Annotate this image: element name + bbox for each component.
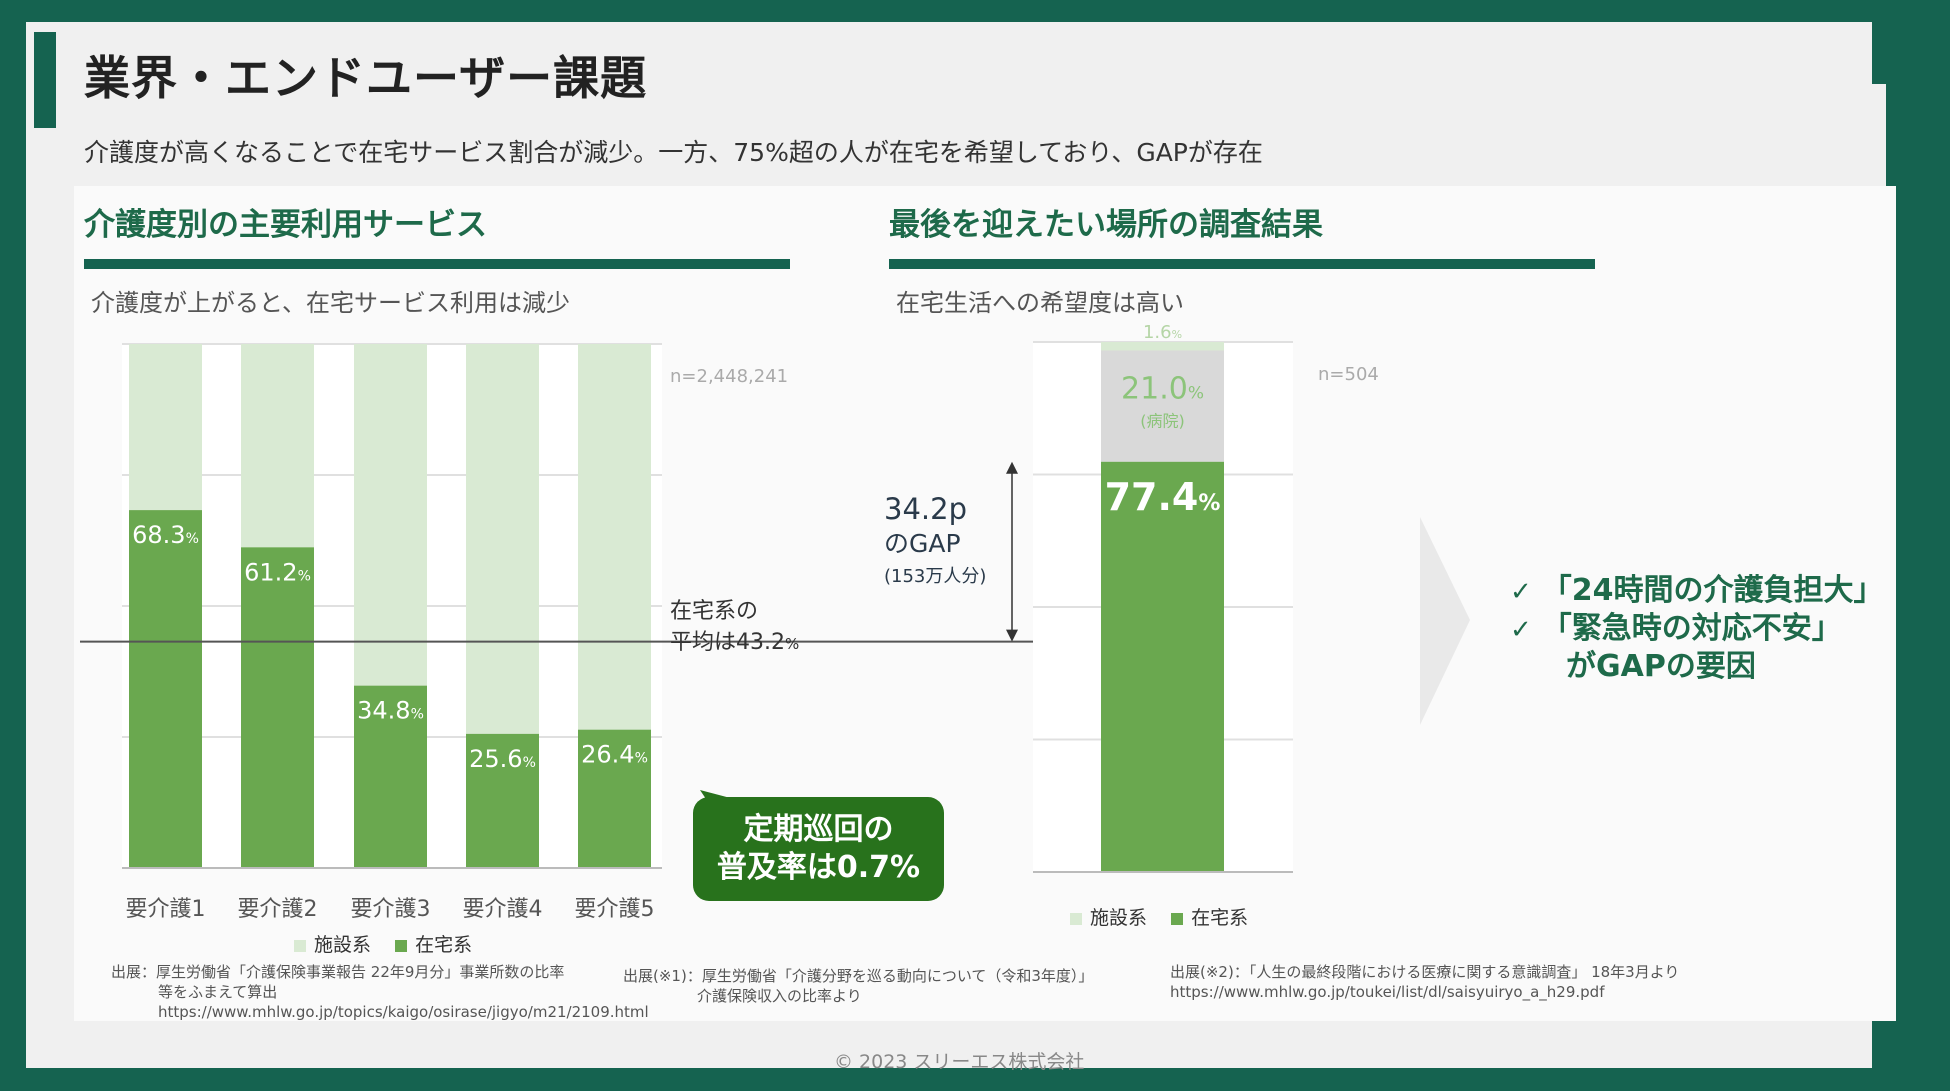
- category-label-1: 要介護1: [126, 897, 206, 922]
- bar-facility-5: [578, 344, 651, 730]
- legend-home: 在宅系: [395, 934, 472, 956]
- category-label-3: 要介護3: [351, 897, 431, 922]
- category-label-4: 要介護4: [463, 897, 543, 922]
- title-accent-bar: [34, 32, 56, 128]
- bar-right-hospital-label: 21.0%: [1121, 371, 1204, 406]
- bar-home-2: [241, 547, 314, 868]
- source-1-line-1: 厚生労働省「介護保険事業報告 22年9月分」事業所数の比率: [156, 963, 565, 981]
- average-line-label-1: 在宅系の: [670, 599, 759, 624]
- legend-facility-label-right: 施設系: [1090, 907, 1148, 929]
- left-section-subtitle: 介護度が上がると、在宅サービス利用は減少: [91, 289, 571, 317]
- conclusion-item-1: ✓ 「24時間の介護負担大」: [1510, 565, 1884, 609]
- bar-home-4: [466, 733, 539, 868]
- bar-value-label-5: 26.4%: [581, 741, 648, 769]
- gap-people: (153万人分): [884, 566, 987, 587]
- legend-facility-swatch-right: [1070, 912, 1082, 925]
- chevron-arrow-icon: [1420, 517, 1470, 725]
- bar-facility-1: [129, 344, 202, 511]
- bar-right-home-label: 77.4%: [1105, 475, 1221, 519]
- page-title: 業界・エンドユーザー課題: [84, 51, 648, 105]
- bubble-line-1: 定期巡回の: [743, 812, 894, 847]
- bubble-line-2: 普及率は0.7%: [716, 850, 921, 885]
- right-section-subtitle: 在宅生活への希望度は高い: [896, 289, 1184, 317]
- average-line-label: 在宅系の 平均は43.2%: [670, 596, 799, 660]
- page-subtitle: 介護度が高くなることで在宅サービス割合が減少。一方、75%超の人が在宅を希望して…: [84, 138, 1263, 167]
- conclusion-text-2: 「緊急時の対応不安」: [1541, 611, 1842, 646]
- gap-points: 34.2p: [884, 492, 967, 526]
- bar-value-label-3: 34.8%: [357, 697, 424, 725]
- legend-home-label-right: 在宅系: [1191, 907, 1249, 929]
- gap-label: のGAP: [884, 529, 961, 558]
- legend-home-label: 在宅系: [415, 934, 473, 956]
- average-unit: %: [785, 635, 800, 653]
- source-3-url: https://www.mhlw.go.jp/toukei/list/dl/sa…: [1170, 983, 1605, 1001]
- source-2-prefix: 出展(※1)：: [623, 967, 702, 985]
- source-1-prefix: 出展：: [111, 963, 157, 981]
- source-2-line-1: 厚生労働省「介護分野を巡る動向について（令和3年度）」: [701, 967, 1094, 985]
- bar-value-label-1: 68.3%: [132, 521, 199, 549]
- bar-facility-3: [354, 344, 427, 686]
- category-label-5: 要介護5: [575, 897, 655, 922]
- left-n-label: n=2,448,241: [670, 366, 789, 387]
- legend-facility-swatch: [294, 939, 306, 952]
- bar-home-1: [129, 510, 202, 868]
- average-line-label-2: 平均は43.2: [670, 630, 785, 655]
- left-legend: 施設系 在宅系: [294, 930, 472, 957]
- bar-right-hospital-note: (病院): [1140, 411, 1185, 430]
- coverage-bubble: 定期巡回の 普及率は0.7%: [693, 797, 944, 901]
- source-3-prefix: 出展(※2)：: [1170, 963, 1249, 981]
- gap-arrow-head-bottom: [1006, 629, 1018, 642]
- legend-facility-label: 施設系: [314, 934, 372, 956]
- right-n-label: n=504: [1318, 364, 1379, 385]
- conclusion-text-1: 「24時間の介護負担大」: [1541, 573, 1884, 608]
- legend-home-swatch: [395, 939, 408, 952]
- source-1-line-2: 等をふまえて算出: [158, 983, 278, 1001]
- conclusion-text-3: がGAPの要因: [1566, 649, 1756, 684]
- left-section-rule: [84, 259, 790, 269]
- legend-facility: 施設系: [294, 934, 371, 956]
- right-section-title: 最後を迎えたい場所の調査結果: [889, 207, 1323, 243]
- bar-home-5: [578, 729, 651, 868]
- bar-facility-2: [241, 344, 314, 548]
- bar-right-facility: [1101, 342, 1224, 351]
- source-2-line-2: 介護保険収入の比率より: [697, 987, 862, 1005]
- right-legend: 施設系 在宅系: [1070, 903, 1248, 930]
- legend-home-swatch-right: [1171, 912, 1184, 925]
- check-icon: ✓: [1510, 615, 1532, 645]
- right-section-rule: [889, 259, 1595, 269]
- check-icon: ✓: [1510, 577, 1532, 607]
- source-2: 出展(※1)：厚生労働省「介護分野を巡る動向について（令和3年度）」 介護保険収…: [623, 966, 1093, 1006]
- source-1-url: https://www.mhlw.go.jp/topics/kaigo/osir…: [158, 1003, 649, 1021]
- source-3-line-1: 「人生の最終段階における医療に関する意識調査」 18年3月より: [1248, 963, 1680, 981]
- legend-home-right: 在宅系: [1171, 907, 1248, 929]
- bar-right-hospital: [1101, 350, 1224, 462]
- bar-right-home: [1101, 461, 1224, 872]
- left-section-title: 介護度別の主要利用サービス: [84, 207, 487, 243]
- conclusion-item-2: ✓ 「緊急時の対応不安」: [1510, 603, 1842, 647]
- gap-annotation: 34.2p のGAP (153万人分): [884, 492, 986, 588]
- bar-home-3: [354, 685, 427, 868]
- gap-arrow-head-top: [1006, 461, 1018, 474]
- copyright: © 2023 スリーエス株式会社: [834, 1051, 1085, 1073]
- bar-value-label-2: 61.2%: [244, 558, 311, 586]
- legend-facility-right: 施設系: [1070, 907, 1147, 929]
- category-label-2: 要介護2: [238, 897, 318, 922]
- source-1: 出展：厚生労働省「介護保険事業報告 22年9月分」事業所数の比率 等をふまえて算…: [111, 962, 649, 1022]
- bar-value-label-4: 25.6%: [469, 745, 536, 773]
- source-3: 出展(※2)：「人生の最終段階における医療に関する意識調査」 18年3月より h…: [1170, 962, 1679, 1002]
- bar-right-top-label: 1.6%: [1143, 322, 1182, 343]
- bar-facility-4: [466, 344, 539, 734]
